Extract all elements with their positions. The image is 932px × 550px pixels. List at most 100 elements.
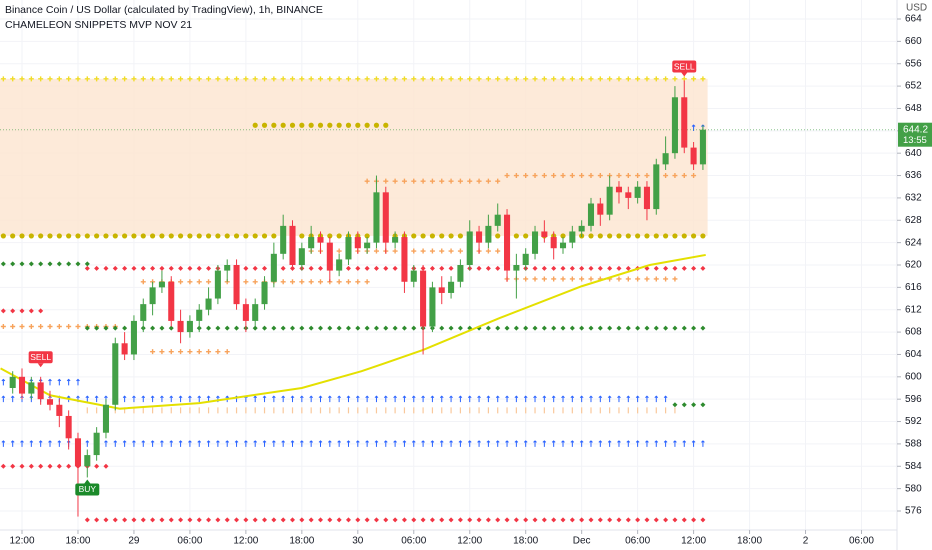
level-diamond	[317, 265, 323, 271]
level-plus	[336, 248, 342, 254]
level-plus	[504, 173, 510, 179]
level-diamond	[457, 325, 463, 331]
candle-body	[102, 404, 109, 433]
candle-body	[681, 97, 688, 148]
level-plus	[635, 76, 641, 82]
candle-body	[261, 281, 268, 305]
level-diamond	[504, 517, 510, 523]
level-dot	[131, 233, 137, 239]
level-dot	[607, 233, 613, 239]
level-dot	[252, 122, 258, 128]
level-diamond	[625, 517, 631, 523]
level-dot	[644, 233, 650, 239]
level-plus	[75, 323, 81, 329]
level-dot	[420, 233, 426, 239]
level-plus	[262, 76, 268, 82]
candle-body	[65, 415, 72, 439]
level-diamond	[607, 265, 613, 271]
y-tick-label: 652	[905, 81, 922, 92]
level-diamond	[420, 517, 426, 523]
y-tick-label: 656	[905, 58, 922, 69]
level-dot	[94, 233, 100, 239]
level-dot	[513, 233, 519, 239]
level-dot	[373, 122, 380, 128]
level-diamond	[495, 265, 501, 271]
level-dot	[336, 233, 342, 239]
level-dot	[690, 233, 697, 239]
level-plus	[523, 276, 529, 282]
level-plus	[476, 178, 482, 184]
level-plus	[579, 76, 585, 82]
candle-body	[438, 287, 445, 293]
level-arrow	[477, 440, 481, 447]
candle-body	[690, 147, 697, 165]
sma-line	[0, 253, 706, 410]
plot-area	[0, 0, 896, 530]
level-diamond	[243, 265, 249, 271]
level-arrow	[561, 395, 565, 403]
level-diamond	[448, 517, 454, 523]
level-plus	[672, 173, 678, 179]
level-diamond	[206, 265, 212, 271]
level-diamond	[681, 402, 687, 408]
candle-body	[252, 304, 259, 321]
level-diamond	[429, 265, 435, 271]
level-diamond	[84, 517, 90, 523]
level-arrow	[449, 395, 453, 403]
level-plus	[420, 178, 426, 184]
y-tick-label: 576	[905, 506, 922, 517]
last-price-label: 644.2	[903, 124, 928, 135]
level-diamond	[551, 265, 557, 271]
level-dot	[299, 122, 305, 128]
level-arrow	[309, 440, 314, 447]
level-diamond	[439, 517, 445, 523]
level-dot	[560, 233, 566, 239]
level-diamond	[103, 463, 109, 469]
level-diamond	[299, 325, 305, 331]
level-arrow	[178, 440, 183, 447]
level-plus	[383, 178, 389, 184]
level-arrow	[327, 440, 332, 447]
candle-body	[625, 192, 632, 198]
level-diamond	[224, 517, 230, 523]
level-diamond	[140, 517, 146, 523]
level-plus	[597, 76, 603, 82]
level-diamond	[700, 325, 706, 331]
candle-body	[559, 242, 567, 249]
level-arrow	[467, 395, 472, 403]
level-diamond	[485, 265, 491, 271]
level-plus	[401, 178, 407, 184]
level-plus	[560, 76, 566, 82]
level-plus	[579, 173, 585, 179]
level-diamond	[10, 308, 16, 314]
level-dot	[364, 122, 370, 128]
level-plus	[103, 76, 109, 82]
level-diamond	[700, 402, 706, 408]
level-plus	[485, 248, 491, 254]
level-plus	[467, 178, 473, 184]
level-arrow	[411, 440, 416, 447]
candle-body	[149, 287, 156, 305]
level-diamond	[215, 325, 221, 331]
level-plus	[206, 76, 212, 82]
level-arrow	[626, 395, 631, 403]
level-plus	[178, 279, 184, 285]
level-plus	[187, 279, 193, 285]
level-diamond	[560, 265, 566, 271]
level-plus	[168, 349, 174, 355]
level-diamond	[485, 325, 491, 331]
level-arrow	[383, 440, 388, 447]
level-arrow	[682, 440, 687, 447]
level-diamond	[252, 265, 258, 271]
signal-tag	[672, 60, 697, 73]
level-plus	[653, 76, 659, 82]
level-arrow	[607, 395, 612, 403]
level-plus	[140, 279, 146, 285]
level-plus	[569, 173, 575, 179]
level-diamond	[364, 517, 370, 523]
level-dot	[457, 233, 464, 239]
level-plus	[663, 76, 669, 82]
level-diamond	[94, 325, 100, 331]
level-plus	[439, 76, 445, 82]
level-diamond	[84, 261, 90, 267]
